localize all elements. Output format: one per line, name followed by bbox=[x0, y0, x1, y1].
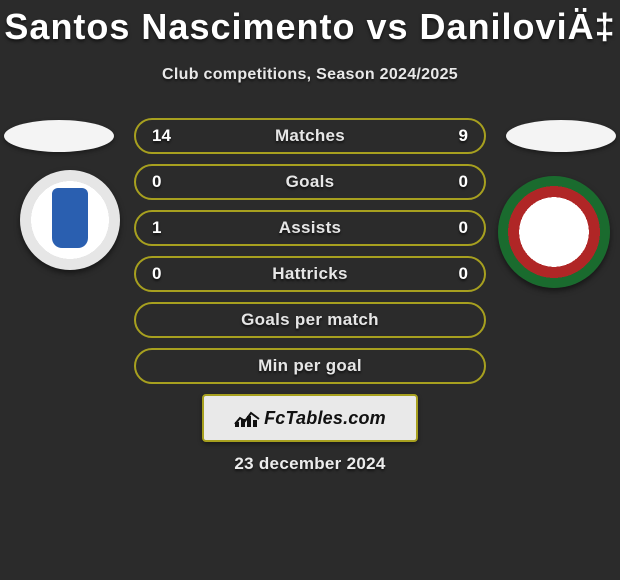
stat-label: Assists bbox=[279, 218, 342, 238]
stat-label: Goals bbox=[286, 172, 335, 192]
club-badge-right bbox=[498, 176, 610, 288]
stat-left-value: 14 bbox=[152, 126, 171, 146]
stat-row-assists: 1 Assists 0 bbox=[134, 210, 486, 246]
player-right-avatar-placeholder bbox=[506, 120, 616, 152]
stat-right-value: 0 bbox=[459, 264, 468, 284]
stat-row-min-per-goal: Min per goal bbox=[134, 348, 486, 384]
footer-date: 23 december 2024 bbox=[0, 454, 620, 474]
stat-row-goals: 0 Goals 0 bbox=[134, 164, 486, 200]
stat-label: Matches bbox=[275, 126, 345, 146]
stat-row-matches: 14 Matches 9 bbox=[134, 118, 486, 154]
stat-label: Min per goal bbox=[258, 356, 362, 376]
stat-left-value: 0 bbox=[152, 264, 161, 284]
stat-left-value: 1 bbox=[152, 218, 161, 238]
stat-row-goals-per-match: Goals per match bbox=[134, 302, 486, 338]
stat-row-hattricks: 0 Hattricks 0 bbox=[134, 256, 486, 292]
stat-right-value: 9 bbox=[459, 126, 468, 146]
stat-right-value: 0 bbox=[459, 218, 468, 238]
stat-label: Goals per match bbox=[241, 310, 379, 330]
page-subtitle: Club competitions, Season 2024/2025 bbox=[0, 66, 620, 84]
chart-icon bbox=[234, 409, 260, 427]
stats-container: 14 Matches 9 0 Goals 0 1 Assists 0 0 Hat… bbox=[134, 118, 486, 384]
brand-text: FcTables.com bbox=[264, 408, 386, 429]
brand-label: FcTables.com bbox=[234, 408, 386, 429]
brand-box[interactable]: FcTables.com bbox=[202, 394, 418, 442]
stat-right-value: 0 bbox=[459, 172, 468, 192]
player-left-avatar-placeholder bbox=[4, 120, 114, 152]
stat-label: Hattricks bbox=[272, 264, 347, 284]
club-badge-left bbox=[20, 170, 120, 270]
page-title: Santos Nascimento vs DaniloviÄ‡ bbox=[0, 0, 620, 48]
stat-left-value: 0 bbox=[152, 172, 161, 192]
